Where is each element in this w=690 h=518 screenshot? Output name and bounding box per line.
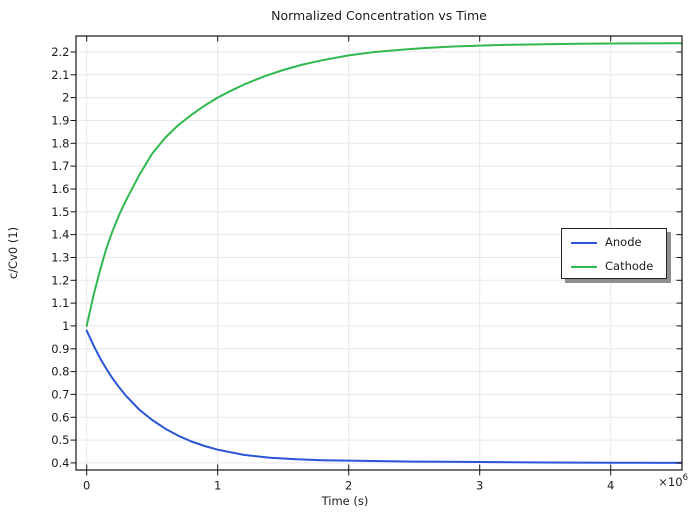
svg-text:0.8: 0.8 (51, 365, 69, 379)
svg-text:2.2: 2.2 (51, 45, 69, 59)
svg-text:0.5: 0.5 (51, 433, 69, 447)
legend: Anode Cathode (561, 228, 667, 279)
cathode-curve (85, 42, 682, 327)
svg-text:3: 3 (476, 479, 483, 493)
legend-label-cathode: Cathode (605, 259, 654, 274)
x-tick-labels: 0 1 2 3 4 (83, 479, 614, 493)
svg-text:1.2: 1.2 (51, 273, 69, 287)
svg-text:0.4: 0.4 (51, 456, 69, 470)
svg-text:1.6: 1.6 (51, 182, 69, 196)
anode-curve (85, 329, 682, 464)
legend-item-cathode: Cathode (562, 257, 666, 277)
svg-text:2.1: 2.1 (51, 68, 69, 82)
y-axis-label: c/Cv0 (1) (6, 226, 20, 280)
chart-title: Normalized Concentration vs Time (271, 8, 487, 23)
svg-text:1.7: 1.7 (51, 159, 69, 173)
svg-text:0.9: 0.9 (51, 342, 69, 356)
svg-text:4: 4 (607, 479, 614, 493)
svg-text:1: 1 (214, 479, 221, 493)
svg-text:0.7: 0.7 (51, 387, 69, 401)
y-tick-labels: 0.4 0.5 0.6 0.7 0.8 0.9 1 1.1 1.2 1.3 1.4 1.5 1.6 1.7… (51, 45, 69, 470)
svg-text:1.4: 1.4 (51, 228, 69, 242)
tick-marks (70, 36, 682, 476)
legend-label-anode: Anode (605, 235, 642, 250)
x-axis-label: Time (s) (321, 494, 369, 508)
svg-text:1: 1 (62, 319, 69, 333)
x-axis-multiplier-exponent: 6 (682, 473, 688, 483)
svg-text:1.9: 1.9 (51, 114, 69, 128)
x-axis-multiplier: ×106 (646, 473, 688, 489)
anode-line-sample-icon (571, 242, 597, 244)
svg-text:0: 0 (83, 479, 90, 493)
cathode-line-sample-icon (571, 266, 597, 268)
svg-text:1.3: 1.3 (51, 251, 69, 265)
svg-text:2: 2 (62, 91, 69, 105)
svg-text:1.1: 1.1 (51, 296, 69, 310)
svg-text:2: 2 (345, 479, 352, 493)
plot-border (75, 35, 683, 471)
svg-text:1.5: 1.5 (51, 205, 69, 219)
svg-text:1.8: 1.8 (51, 136, 69, 150)
legend-item-anode: Anode (562, 233, 666, 253)
svg-text:0.6: 0.6 (51, 410, 69, 424)
x-axis-multiplier-base: ×10 (658, 474, 683, 489)
